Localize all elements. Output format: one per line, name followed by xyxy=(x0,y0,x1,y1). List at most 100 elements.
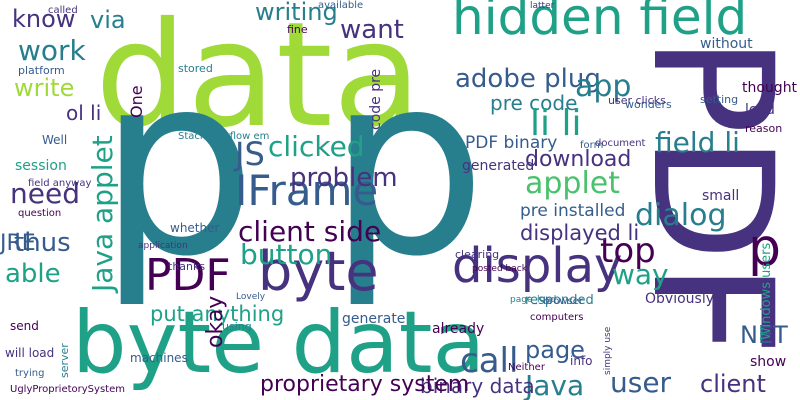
word: fine xyxy=(287,23,308,36)
word: simply use xyxy=(603,326,613,375)
word: applet xyxy=(525,166,620,201)
word: need xyxy=(10,177,80,210)
word: application xyxy=(138,241,188,251)
word: top xyxy=(600,231,656,271)
word: put anything xyxy=(150,302,284,326)
word: browser xyxy=(543,296,584,307)
word: Java applet xyxy=(86,135,119,294)
word: One xyxy=(127,85,146,118)
word: wonders xyxy=(625,98,672,111)
word: download xyxy=(525,147,631,172)
word: button xyxy=(240,238,332,271)
word: IFrame xyxy=(235,166,378,215)
word: pre code xyxy=(490,91,577,115)
word: whether xyxy=(170,221,219,235)
word: send xyxy=(10,319,39,333)
word: li li xyxy=(530,103,581,144)
word: Neither xyxy=(508,362,546,373)
word: stored xyxy=(178,62,213,75)
word: will load xyxy=(5,346,54,360)
word: Well xyxy=(42,133,67,147)
word: user clicks xyxy=(608,94,666,107)
word: latter xyxy=(530,1,555,11)
word: binary data xyxy=(420,374,535,398)
word: clicked xyxy=(268,130,365,163)
word: client xyxy=(700,370,766,398)
word: page_load xyxy=(510,295,556,305)
word: PDF xyxy=(145,250,231,301)
word: generate xyxy=(342,311,405,327)
word: write xyxy=(14,74,74,102)
word: JS xyxy=(233,135,265,173)
word: display xyxy=(452,238,622,294)
word: NET xyxy=(740,321,788,349)
word: p xyxy=(328,20,487,311)
word: byte xyxy=(258,240,379,303)
word: dialog xyxy=(635,198,727,233)
word: thus xyxy=(14,228,71,258)
word: via xyxy=(90,6,126,34)
word: thought xyxy=(742,80,798,96)
word: Lovely xyxy=(236,292,266,302)
word: hidden field xyxy=(452,0,747,46)
word: PDF binary xyxy=(465,133,557,153)
word: form xyxy=(580,140,603,151)
word: clearing xyxy=(455,248,499,261)
word: able xyxy=(5,259,61,289)
word: show xyxy=(750,354,786,370)
word: session xyxy=(15,158,67,174)
word: question xyxy=(18,208,61,219)
word: using xyxy=(222,320,252,333)
word: problem xyxy=(290,163,398,193)
word: pre installed xyxy=(520,201,625,221)
word: adobe plug xyxy=(455,64,601,94)
word: generated xyxy=(462,158,534,174)
word: info xyxy=(570,354,593,368)
word: ol li xyxy=(66,101,101,125)
word: field li xyxy=(655,126,740,159)
word: p xyxy=(98,20,257,311)
word: page xyxy=(525,336,585,364)
word: without xyxy=(700,36,753,52)
word: platform xyxy=(18,64,65,77)
word: PDF xyxy=(616,35,800,356)
word: byte data xyxy=(72,293,485,393)
word: already xyxy=(432,321,484,337)
word: load xyxy=(745,102,775,118)
word: user xyxy=(610,366,672,399)
word: client side xyxy=(238,215,381,248)
word: JRE xyxy=(0,231,36,256)
word: computers xyxy=(530,312,583,323)
word: work xyxy=(18,34,87,67)
word: reason xyxy=(745,122,782,135)
word: Obviously xyxy=(645,291,714,307)
word: responded xyxy=(525,293,594,308)
word: posted back xyxy=(472,264,528,274)
word: UglyProprietorySystem xyxy=(10,384,125,395)
word: setting xyxy=(700,93,738,106)
word: field anyway xyxy=(28,178,91,189)
word: code pre xyxy=(368,69,384,130)
word: server xyxy=(58,343,71,378)
word: StackOverflow em xyxy=(178,131,269,142)
word: Windows users xyxy=(759,242,774,340)
word: displayed li xyxy=(520,221,639,245)
word: writing xyxy=(255,0,338,26)
word: app xyxy=(575,69,631,104)
word: want xyxy=(340,15,404,45)
word: available xyxy=(318,0,363,11)
word: thanks xyxy=(168,260,205,273)
word: called xyxy=(48,5,78,16)
word: small xyxy=(702,188,739,204)
word: proprietary system xyxy=(260,372,469,397)
word: p xyxy=(748,218,781,278)
word: Java xyxy=(523,369,584,400)
word: okay xyxy=(203,296,228,348)
word: data xyxy=(95,0,422,160)
word: machines xyxy=(130,351,188,365)
word: know xyxy=(12,5,75,33)
word: way xyxy=(612,258,669,291)
word: call xyxy=(460,341,518,381)
